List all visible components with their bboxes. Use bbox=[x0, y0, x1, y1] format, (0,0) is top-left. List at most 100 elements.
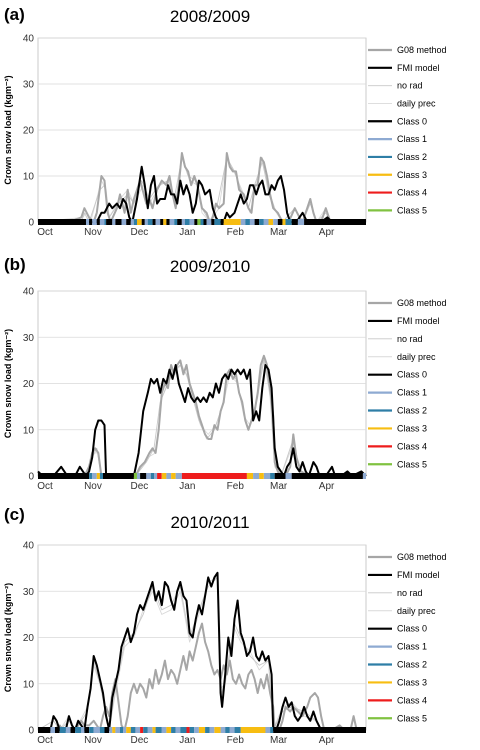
class-segment-class-0 bbox=[273, 727, 366, 733]
y-axis-label: Crown snow load (kgm⁻²) bbox=[3, 329, 13, 438]
x-tick-label: Nov bbox=[84, 227, 102, 238]
legend: G08 method FMI model no rad daily prec Class… bbox=[368, 45, 447, 215]
class-segment-class-1 bbox=[146, 473, 151, 479]
legend-label: G08 method bbox=[397, 552, 447, 562]
class-segment-class-1 bbox=[253, 473, 260, 479]
class-segment-class-3 bbox=[112, 727, 116, 733]
x-tick-label: Feb bbox=[227, 735, 245, 746]
class-segment-class-0 bbox=[115, 219, 122, 225]
class-segment-class-1 bbox=[121, 219, 127, 225]
class-segment-class-3 bbox=[96, 473, 100, 479]
class-strip bbox=[38, 219, 366, 225]
y-tick-label: 30 bbox=[23, 333, 35, 344]
class-segment-class-0 bbox=[220, 219, 224, 225]
class-segment-class-1 bbox=[273, 219, 278, 225]
x-tick-label: Feb bbox=[227, 227, 245, 238]
class-segment-class-1 bbox=[147, 727, 153, 733]
class-segment-class-1 bbox=[86, 219, 90, 225]
class-segment-class-1 bbox=[137, 473, 141, 479]
class-segment-class-3 bbox=[152, 727, 156, 733]
class-segment-class-3 bbox=[161, 473, 167, 479]
class-segment-class-0 bbox=[38, 727, 51, 733]
class-segment-class-2 bbox=[120, 727, 124, 733]
class-segment-class-2 bbox=[214, 219, 221, 225]
class-segment-class-1 bbox=[181, 219, 185, 225]
class-segment-class-3 bbox=[223, 219, 241, 225]
class-segment-class-3 bbox=[268, 219, 274, 225]
class-segment-class-4 bbox=[157, 473, 162, 479]
class-segment-class-1 bbox=[263, 473, 271, 479]
chart-panel-1: (a) 2008/2009 0 10 20 30 40 Crown snow load (kg… bbox=[3, 5, 447, 238]
y-tick-label: 10 bbox=[23, 425, 35, 436]
legend-label: Class 3 bbox=[397, 170, 427, 180]
class-segment-class-2 bbox=[180, 727, 187, 733]
class-segment-class-1 bbox=[144, 219, 148, 225]
class-segment-class-3 bbox=[282, 219, 286, 225]
class-segment-class-5 bbox=[197, 219, 201, 225]
class-segment-class-2 bbox=[104, 219, 106, 225]
class-segment-class-0 bbox=[104, 727, 110, 733]
class-segment-class-1 bbox=[92, 219, 97, 225]
class-segment-class-2 bbox=[147, 219, 153, 225]
class-segment-class-1 bbox=[175, 473, 182, 479]
class-segment-class-0 bbox=[177, 219, 182, 225]
class-segment-class-3 bbox=[163, 219, 167, 225]
series-line-fmi-model bbox=[38, 165, 366, 223]
x-tick-label: Dec bbox=[130, 735, 148, 746]
y-tick-label: 40 bbox=[23, 541, 35, 552]
class-segment-class-1 bbox=[112, 219, 116, 225]
class-segment-class-0 bbox=[277, 219, 283, 225]
class-segment-class-1 bbox=[99, 219, 105, 225]
chart-panel-2: (b) 2009/2010 0 10 20 30 40 Crown snow load (kg… bbox=[3, 255, 447, 492]
class-segment-class-2 bbox=[189, 727, 195, 733]
legend-label: Class 2 bbox=[397, 406, 427, 416]
class-segment-class-1 bbox=[50, 727, 55, 733]
y-tick-label: 0 bbox=[28, 218, 34, 229]
panel-label: (b) bbox=[4, 255, 26, 274]
class-segment-class-3 bbox=[126, 727, 131, 733]
x-tick-label: Jan bbox=[179, 481, 195, 492]
x-tick-label: Mar bbox=[270, 735, 288, 746]
y-tick-label: 10 bbox=[23, 679, 35, 690]
legend-label: Class 3 bbox=[397, 677, 427, 687]
class-segment-class-1 bbox=[206, 219, 212, 225]
series-line-fmi-model bbox=[37, 364, 367, 477]
legend-label: Class 4 bbox=[397, 188, 427, 198]
y-axis-label: Crown snow load (kgm⁻²) bbox=[3, 75, 13, 184]
class-segment-class-1 bbox=[109, 727, 113, 733]
x-tick-label: Dec bbox=[130, 227, 148, 238]
legend-label: no rad bbox=[397, 81, 423, 91]
class-segment-class-1 bbox=[240, 219, 246, 225]
legend-label: daily prec bbox=[397, 606, 436, 616]
class-segment-class-3 bbox=[259, 473, 264, 479]
class-segment-class-2 bbox=[270, 727, 274, 733]
class-segment-class-0 bbox=[274, 473, 286, 479]
class-segment-class-2 bbox=[99, 727, 105, 733]
class-segment-class-2 bbox=[245, 219, 250, 225]
class-segment-class-0 bbox=[141, 219, 145, 225]
class-segment-class-1 bbox=[209, 727, 215, 733]
class-segment-class-2 bbox=[174, 219, 178, 225]
class-segment-class-3 bbox=[166, 727, 171, 733]
legend-label: Class 4 bbox=[397, 441, 427, 451]
class-segment-class-0 bbox=[304, 219, 366, 225]
class-segment-class-1 bbox=[362, 473, 366, 479]
class-segment-class-2 bbox=[185, 219, 190, 225]
y-tick-label: 30 bbox=[23, 80, 35, 91]
class-segment-class-3 bbox=[240, 727, 266, 733]
class-segment-class-0 bbox=[84, 727, 89, 733]
class-segment-class-2 bbox=[285, 219, 292, 225]
class-segment-class-2 bbox=[200, 219, 204, 225]
class-segment-class-2 bbox=[150, 473, 154, 479]
class-segment-class-2 bbox=[171, 727, 176, 733]
class-segment-class-2 bbox=[155, 727, 162, 733]
class-segment-class-0 bbox=[160, 219, 164, 225]
class-segment-class-1 bbox=[189, 219, 195, 225]
legend-label: no rad bbox=[397, 588, 423, 598]
class-segment-class-2 bbox=[205, 727, 210, 733]
x-tick-label: Jan bbox=[179, 227, 195, 238]
class-segment-class-0 bbox=[211, 219, 215, 225]
x-tick-label: Nov bbox=[84, 735, 102, 746]
x-tick-label: Oct bbox=[37, 481, 53, 492]
